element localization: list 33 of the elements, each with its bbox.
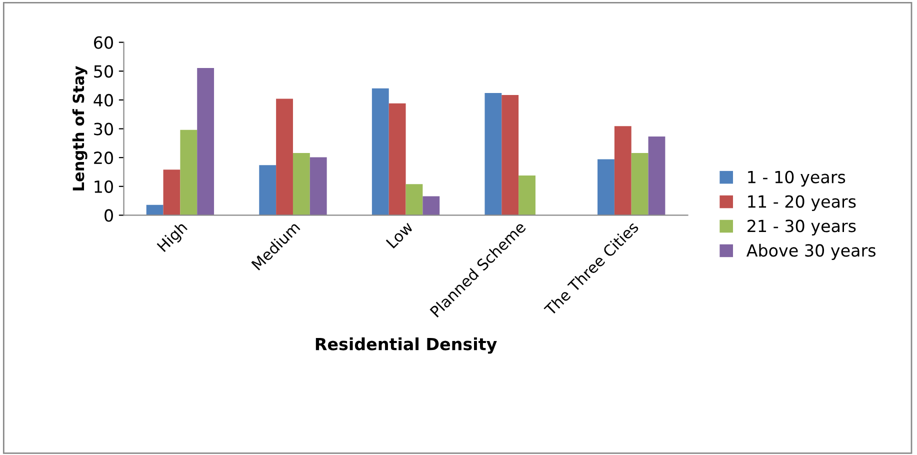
y-tick-label: 10 (94, 180, 113, 193)
bar (259, 165, 276, 216)
bar (372, 88, 389, 216)
bar (484, 93, 502, 216)
y-tick-label: 60 (94, 36, 113, 49)
legend-label: Above 30 years (746, 244, 876, 260)
bar (276, 98, 293, 216)
y-tick-label: 40 (94, 94, 113, 107)
bar (648, 136, 666, 216)
bar (292, 152, 310, 216)
x-tick-label: Low (386, 220, 414, 249)
legend-label: 11 - 20 years (748, 195, 856, 212)
bar (422, 196, 440, 216)
y-tick-label: 30 (94, 122, 113, 136)
y-axis-title: Length of Stay (72, 66, 88, 190)
bar (146, 204, 164, 216)
y-tick-label: 20 (94, 152, 113, 164)
bar (163, 170, 180, 216)
bar (502, 95, 519, 216)
bar (388, 103, 406, 216)
bar (518, 175, 536, 216)
bar (310, 157, 327, 216)
legend-label: 21 - 30 years (748, 220, 856, 236)
y-tick-label: 50 (94, 65, 113, 78)
bar (631, 152, 648, 216)
bar (180, 130, 198, 216)
legend-label: 1 - 10 years (748, 170, 846, 187)
bar (614, 126, 632, 216)
bar (598, 159, 614, 216)
y-tick-label: 0 (104, 209, 113, 222)
bar (406, 184, 423, 216)
bar (197, 68, 214, 216)
x-axis-title: Residential Density (316, 337, 497, 354)
